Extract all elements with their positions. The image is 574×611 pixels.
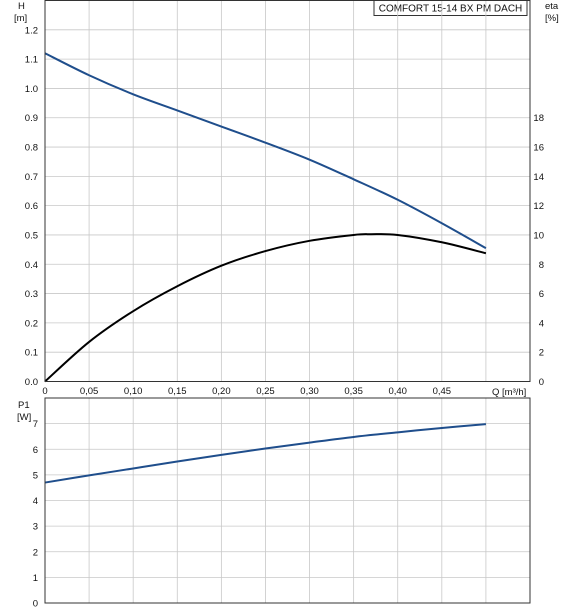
y-tick-label-right: 14 [533,172,544,183]
p1-tick-label: 6 [33,445,38,456]
y-tick-label-right: 4 [539,318,544,329]
y-tick-label-left: 0.1 [25,348,38,359]
x-tick-label: 0 [42,386,47,397]
p1-tick-label: 3 [33,522,38,533]
y-tick-label-left: 1.2 [25,25,38,36]
bottom-plot-series [44,423,486,484]
top-plot-series [44,52,487,383]
x-tick-label: 0,10 [124,386,143,397]
chart-title-box: COMFORT 15-14 BX PM DACH [373,0,528,16]
y-axis-label-right-unit: [%] [545,13,559,24]
y-tick-label-right: 0 [539,377,544,388]
y-tick-label-left: 0.3 [25,289,38,300]
p1-tick-label: 0 [33,599,38,610]
y-tick-label-left: 0.6 [25,201,38,212]
y-tick-label-left: 0.2 [25,318,38,329]
x-tick-label: 0,45 [433,386,452,397]
y-tick-label-left: 1.0 [25,84,38,95]
p1-tick-label: 1 [33,573,38,584]
x-axis-label: Q [m³/h] [492,387,526,398]
p1-axis-label-name: P1 [18,400,30,411]
x-tick-label: 0,05 [80,386,99,397]
y-axis-label-right-name: eta [545,1,559,12]
y-axis-label-left-unit: [m] [14,13,27,24]
p1-tick-label: 2 [33,547,38,558]
x-tick-label: 0,15 [168,386,187,397]
y-tick-label-left: 0.8 [25,143,38,154]
x-tick-label: 0,40 [388,386,407,397]
y-tick-label-right: 18 [533,113,544,124]
p1-axis-label-unit: [W] [17,412,31,423]
p1-tick-label: 7 [33,419,38,430]
top-plot-frame [44,0,531,382]
y-tick-label-left: 0.5 [25,230,38,241]
x-tick-label: 0,20 [212,386,231,397]
bottom-plot-tick-labels: 0 1 2 3 4 5 6 7 [33,419,38,609]
y-tick-label-left: 0.0 [25,377,38,388]
y-axis-label-left-name: H [18,1,25,12]
y-tick-label-right: 6 [539,289,544,300]
y-tick-label-right: 2 [539,348,544,359]
y-tick-label-left: 0.9 [25,113,38,124]
x-tick-label: 0,30 [300,386,319,397]
y-tick-label-right: 16 [533,143,544,154]
x-tick-label: 0,35 [344,386,363,397]
y-tick-label-left: 0.7 [25,172,38,183]
bottom-plot-frame [44,397,531,604]
top-plot-tick-labels: 0 0,05 0,10 0,15 0,20 0,25 0,30 0,35 0,40 0,45 0.0… [25,25,544,397]
y-tick-label-right: 10 [533,230,544,241]
power-curve [44,423,486,484]
y-tick-label-left: 1.1 [25,55,38,66]
y-tick-label-right: 8 [539,260,544,271]
bottom-plot-grid [45,398,530,603]
efficiency-curve [44,233,487,383]
top-plot-grid [45,0,530,382]
y-tick-label-right: 12 [533,201,544,212]
p1-tick-label: 4 [33,496,38,507]
p1-tick-label: 5 [33,470,38,481]
head-curve [44,52,487,250]
chart-title: COMFORT 15-14 BX PM DACH [379,4,523,15]
y-tick-label-left: 0.4 [25,260,38,271]
x-tick-label: 0,25 [256,386,275,397]
